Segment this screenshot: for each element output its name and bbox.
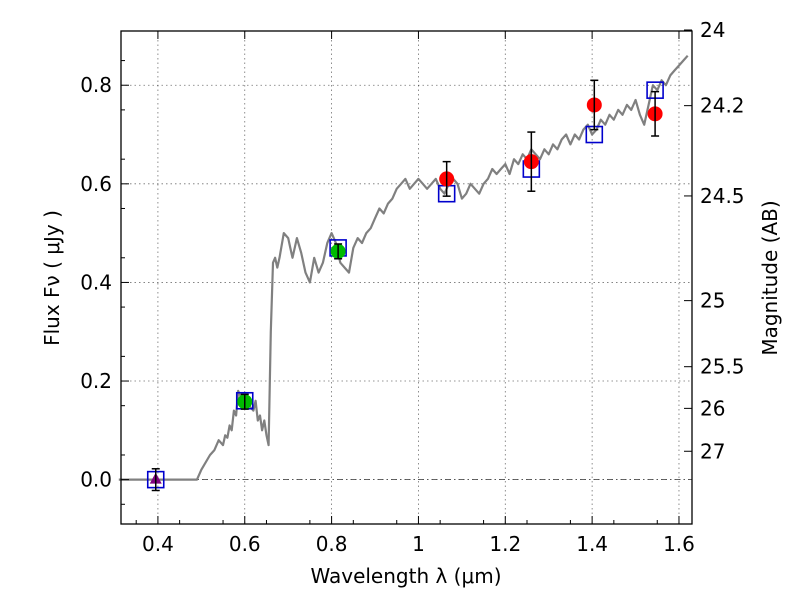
x-tick-label: 1.6	[663, 532, 695, 556]
x-tick-label: 0.8	[316, 532, 348, 556]
axis-layer: 0.4 0.6 0.8 1 1.2 1.4 1.6 0.0 0.2 0.4 0.6 0.8 24 24.2…	[80, 18, 744, 556]
right-tick-label: 26	[700, 396, 725, 420]
y-tick-label: 0.4	[80, 270, 112, 294]
y-tick-label: 0.8	[80, 73, 112, 97]
y-axis-label: Flux Fν ( μJy )	[40, 210, 64, 346]
right-tick-label: 24	[700, 18, 725, 42]
x-tick-label: 1.2	[489, 532, 521, 556]
series-layer	[118, 54, 689, 481]
x-tick-label: 1.4	[576, 532, 608, 556]
marker-layer	[146, 79, 664, 492]
right-tick-label: 24.5	[700, 184, 745, 208]
y-tick-label: 0.0	[80, 468, 112, 492]
right-tick-label: 27	[700, 439, 725, 463]
right-tick-label: 24.2	[700, 94, 745, 118]
x-axis-label: Wavelength λ (μm)	[310, 564, 501, 588]
right-tick-label: 25	[700, 289, 725, 313]
y-tick-label: 0.6	[80, 172, 112, 196]
plot-frame	[120, 30, 693, 525]
y-tick-label: 0.2	[80, 369, 112, 393]
x-tick-label: 1	[412, 532, 425, 556]
grid-layer	[121, 31, 692, 524]
right-tick-label: 25.5	[700, 355, 745, 379]
x-tick-label: 0.4	[142, 532, 174, 556]
model-spectrum-line	[118, 54, 689, 481]
x-tick-label: 0.6	[229, 532, 261, 556]
right-axis-label: Magnitude (AB)	[758, 200, 782, 355]
